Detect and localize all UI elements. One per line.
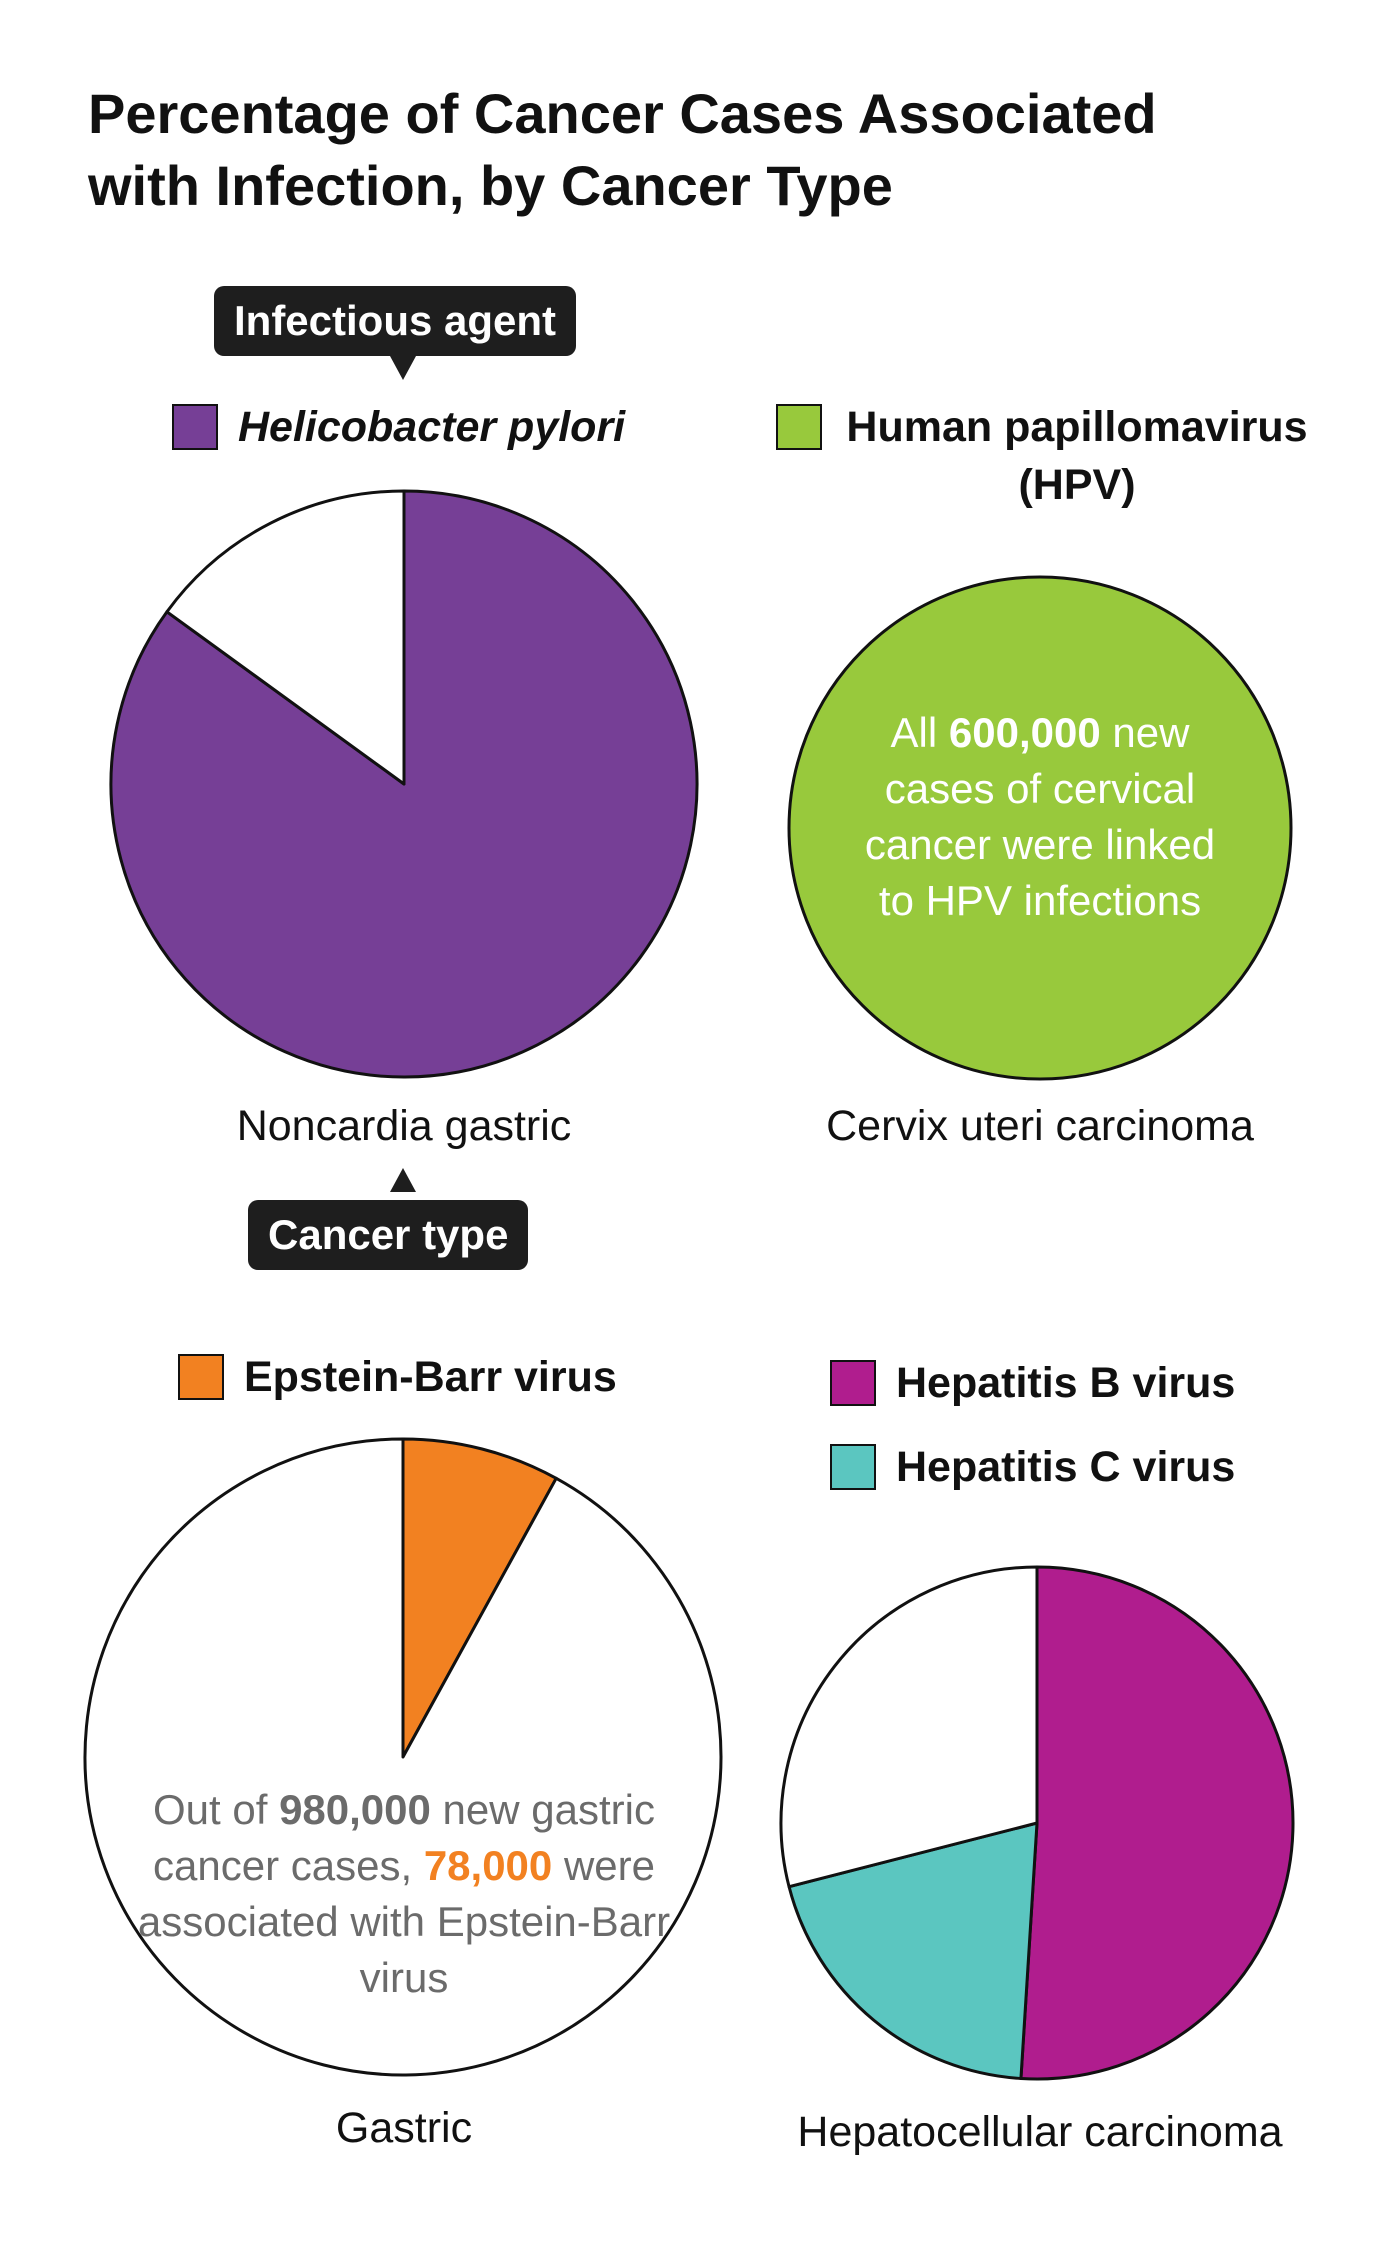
callout-arrow-down bbox=[390, 356, 416, 380]
cancer-label-cervix-uteri: Cervix uteri carcinoma bbox=[826, 1102, 1254, 1150]
legend-hep-c: Hepatitis C virus bbox=[830, 1438, 1235, 1496]
pie-slice-empty bbox=[83, 1437, 723, 2077]
pie-chart-noncardia-gastric bbox=[109, 489, 699, 1079]
cancer-label-noncardia-gastric: Noncardia gastric bbox=[236, 1102, 572, 1150]
hpv-note: All 600,000 new cases of cervical cancer… bbox=[845, 705, 1235, 929]
ebv-note-number1: 980,000 bbox=[279, 1786, 431, 1833]
legend-label-hep-b: Hepatitis B virus bbox=[896, 1359, 1236, 1407]
hpv-note-prefix: All bbox=[890, 709, 949, 756]
hpv-note-suffix: new cases of cervical cancer were linked… bbox=[864, 709, 1216, 924]
callout-arrow-up bbox=[390, 1168, 416, 1192]
pie-chart-hepatocellular bbox=[779, 1565, 1295, 2081]
ebv-note-part2: new gastric cancer cases, bbox=[153, 1786, 655, 1889]
chart-title: Percentage of Cancer Cases Associated wi… bbox=[88, 78, 1338, 222]
pie-slice-hepatitis-c-virus bbox=[787, 1821, 1039, 2080]
legend-swatch-hpv bbox=[776, 404, 822, 450]
legend-swatch-ebv bbox=[178, 1354, 224, 1400]
pie-chart-cervix-uteri bbox=[787, 575, 1293, 1081]
title-line-2: with Infection, by Cancer Type bbox=[88, 154, 893, 217]
cancer-type-callout: Cancer type bbox=[248, 1200, 529, 1270]
ebv-note: Out of 980,000 new gastric cancer cases,… bbox=[130, 1782, 678, 2006]
pie-slice-empty bbox=[779, 1565, 1039, 1889]
cancer-label-gastric: Gastric bbox=[335, 2104, 473, 2152]
ebv-note-part1: Out of bbox=[153, 1786, 280, 1833]
pie-chart-gastric bbox=[83, 1437, 723, 2077]
cancer-label-hepatocellular: Hepatocellular carcinoma bbox=[797, 2108, 1283, 2156]
hpv-note-number: 600,000 bbox=[948, 709, 1101, 756]
ebv-note-part3: were associated with Epstein-Barr virus bbox=[137, 1842, 671, 2001]
pie-slice-empty bbox=[165, 489, 406, 786]
pie-slice-epstein-barr-virus bbox=[401, 1437, 558, 1759]
legend-hep-b: Hepatitis B virus bbox=[830, 1354, 1235, 1412]
legend-swatch-hep-b bbox=[830, 1360, 876, 1406]
infectious-agent-callout: Infectious agent bbox=[214, 286, 577, 356]
legend-label-ebv: Epstein-Barr virus bbox=[244, 1353, 617, 1401]
legend-swatch-hep-c bbox=[830, 1444, 876, 1490]
title-line-1: Percentage of Cancer Cases Associated bbox=[88, 82, 1157, 145]
pie-slice-human-papillomavirus-hpv- bbox=[787, 575, 1293, 1081]
legend-swatch-h-pylori bbox=[172, 404, 218, 450]
legend-h-pylori: Helicobacter pylori bbox=[172, 398, 625, 456]
pie-slice-hepatitis-b-virus bbox=[1019, 1565, 1295, 2081]
ebv-note-number2: 78,000 bbox=[423, 1842, 553, 1889]
legend-ebv: Epstein-Barr virus bbox=[178, 1348, 617, 1406]
legend-label-hep-c: Hepatitis C virus bbox=[896, 1443, 1236, 1491]
legend-label-hpv: Human papillomavirus (HPV) bbox=[846, 403, 1308, 509]
legend-hpv: Human papillomavirus (HPV) bbox=[776, 398, 1312, 514]
legend-label-h-pylori: Helicobacter pylori bbox=[238, 403, 626, 451]
